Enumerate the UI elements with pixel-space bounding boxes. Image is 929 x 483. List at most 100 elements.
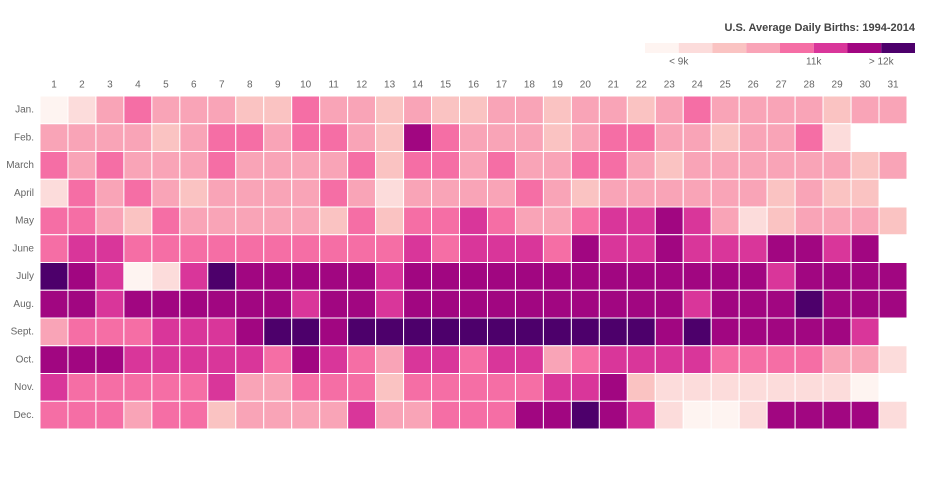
heat-cell xyxy=(738,289,768,319)
heat-cell xyxy=(766,373,796,402)
heat-cell xyxy=(486,95,516,125)
heat-cell xyxy=(95,345,125,374)
heat-cell xyxy=(878,400,908,430)
x-tick-label: 30 xyxy=(859,80,871,91)
heat-cell xyxy=(598,206,628,236)
y-tick-label: April xyxy=(14,188,34,199)
heat-cell xyxy=(570,234,600,263)
y-tick-label: June xyxy=(12,243,34,254)
heat-cell xyxy=(738,345,768,374)
x-tick-label: 9 xyxy=(275,80,281,91)
heat-cell xyxy=(766,206,796,236)
heat-cell xyxy=(347,178,377,208)
heat-cell xyxy=(682,206,712,236)
heat-cell xyxy=(179,262,209,291)
heat-cell xyxy=(850,151,880,180)
y-tick-label: Sept. xyxy=(11,327,34,338)
heat-cell xyxy=(67,206,97,236)
heat-cell xyxy=(263,400,293,430)
heat-cell xyxy=(459,95,488,125)
heat-cell xyxy=(39,151,69,180)
heat-cell xyxy=(123,262,153,291)
y-tick-label: July xyxy=(16,271,34,282)
heat-cell xyxy=(319,95,349,125)
heat-cell xyxy=(459,400,488,430)
x-tick-label: 1 xyxy=(51,80,57,91)
heat-cell xyxy=(67,373,97,402)
heat-cell xyxy=(235,95,265,125)
heat-cell xyxy=(598,345,628,374)
heat-cell xyxy=(95,373,125,402)
x-tick-label: 11 xyxy=(328,80,339,91)
heat-cell xyxy=(67,123,97,152)
heat-cell xyxy=(542,95,572,125)
heat-cell xyxy=(95,151,125,180)
heat-cell xyxy=(766,178,796,208)
heat-cell xyxy=(794,234,824,263)
heat-cell xyxy=(738,206,768,236)
heat-cell xyxy=(486,234,516,263)
heat-cell xyxy=(570,373,600,402)
heat-cell xyxy=(542,123,572,152)
heat-cell xyxy=(822,234,852,263)
legend-swatch xyxy=(780,43,814,53)
heat-cell xyxy=(738,373,768,402)
heat-cell xyxy=(67,400,97,430)
heat-cell xyxy=(375,400,405,430)
heat-cell xyxy=(291,234,321,263)
heat-cell xyxy=(542,345,572,374)
heat-cell xyxy=(235,178,265,208)
heat-cell xyxy=(179,151,209,180)
heat-cell xyxy=(598,400,628,430)
heat-cell xyxy=(514,400,544,430)
heat-cell xyxy=(682,123,712,152)
heat-cell xyxy=(347,95,377,125)
heat-cell xyxy=(235,373,265,402)
heat-cell xyxy=(151,317,181,347)
heat-cell xyxy=(347,206,377,236)
y-tick-label: Dec. xyxy=(13,410,34,421)
heat-cell xyxy=(179,345,209,374)
heat-cell xyxy=(291,373,321,402)
heat-cell xyxy=(682,151,712,180)
heat-cell xyxy=(598,95,628,125)
heat-cell xyxy=(375,95,405,125)
x-tick-label: 18 xyxy=(524,80,536,91)
heat-cell xyxy=(179,178,209,208)
heat-cell xyxy=(486,178,516,208)
heat-cell xyxy=(654,95,684,125)
heat-cell xyxy=(291,317,321,347)
heat-cell xyxy=(514,345,544,374)
heat-cell xyxy=(710,400,740,430)
legend-swatch xyxy=(813,43,848,53)
heat-cell xyxy=(67,345,97,374)
heat-cell xyxy=(151,262,181,291)
heat-cell xyxy=(151,151,181,180)
heat-cell xyxy=(514,262,544,291)
heat-cell xyxy=(263,373,293,402)
heat-cell xyxy=(235,151,265,180)
heat-cell xyxy=(151,400,181,430)
heat-cell xyxy=(738,95,768,125)
heat-cell xyxy=(263,317,293,347)
heat-cell xyxy=(766,262,796,291)
y-tick-label: May xyxy=(15,216,34,227)
heat-cell xyxy=(514,206,544,236)
heat-cell xyxy=(179,317,209,347)
heat-cell xyxy=(822,123,852,152)
heat-cell xyxy=(710,178,740,208)
heat-cell xyxy=(403,178,433,208)
heat-cell xyxy=(263,262,293,291)
heat-cell xyxy=(710,123,740,152)
heat-cell xyxy=(682,373,712,402)
x-tick-label: 14 xyxy=(412,80,424,91)
heat-cell xyxy=(459,234,488,263)
heat-cell xyxy=(654,178,684,208)
heat-cell xyxy=(738,262,768,291)
heat-cell xyxy=(431,123,461,152)
heat-cell xyxy=(654,373,684,402)
heat-cell xyxy=(459,178,488,208)
heat-cell xyxy=(123,317,153,347)
heat-cell xyxy=(598,262,628,291)
heat-cell xyxy=(598,151,628,180)
